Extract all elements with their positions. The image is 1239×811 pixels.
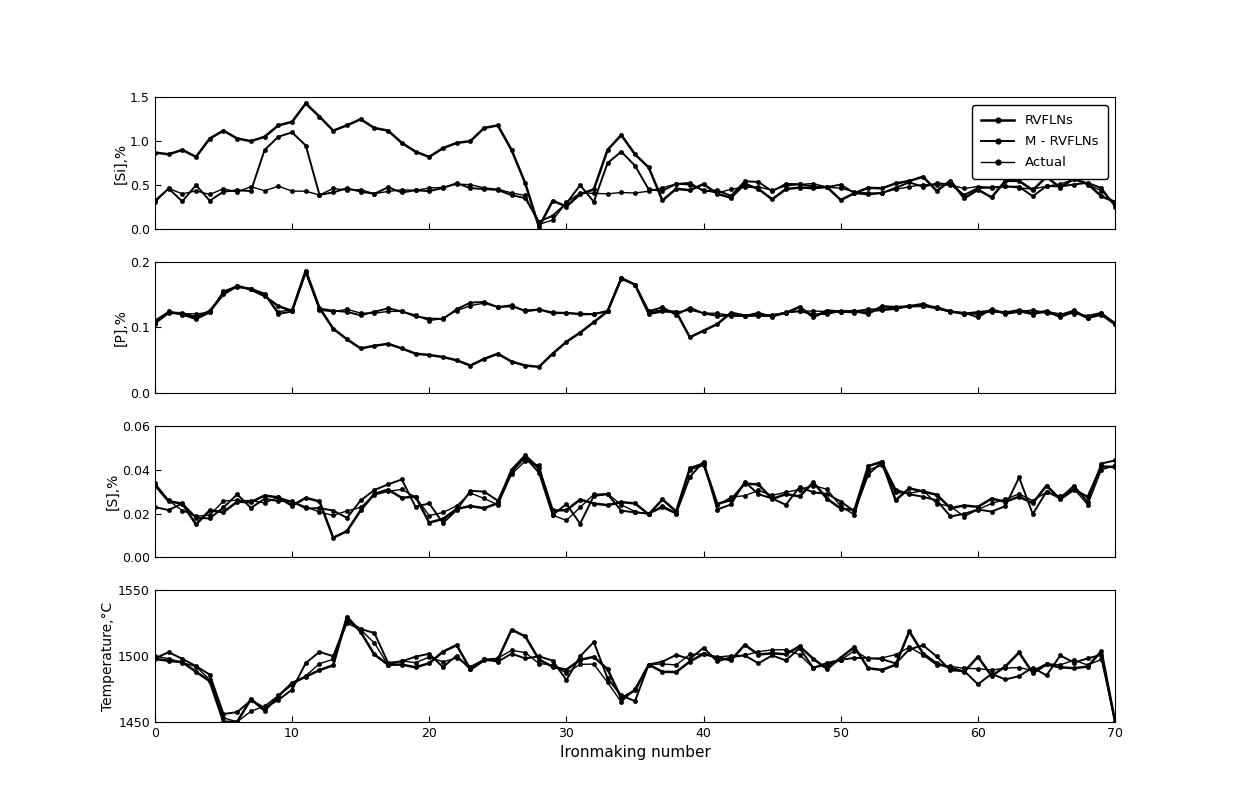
- Y-axis label: [S],%: [S],%: [105, 473, 119, 510]
- Y-axis label: Temperature,°C: Temperature,°C: [102, 602, 115, 710]
- Y-axis label: [Si],%: [Si],%: [113, 143, 128, 183]
- X-axis label: Ironmaking number: Ironmaking number: [560, 745, 710, 760]
- Y-axis label: [P],%: [P],%: [113, 309, 128, 345]
- Legend: RVFLNs, M - RVFLNs, Actual: RVFLNs, M - RVFLNs, Actual: [973, 105, 1108, 178]
